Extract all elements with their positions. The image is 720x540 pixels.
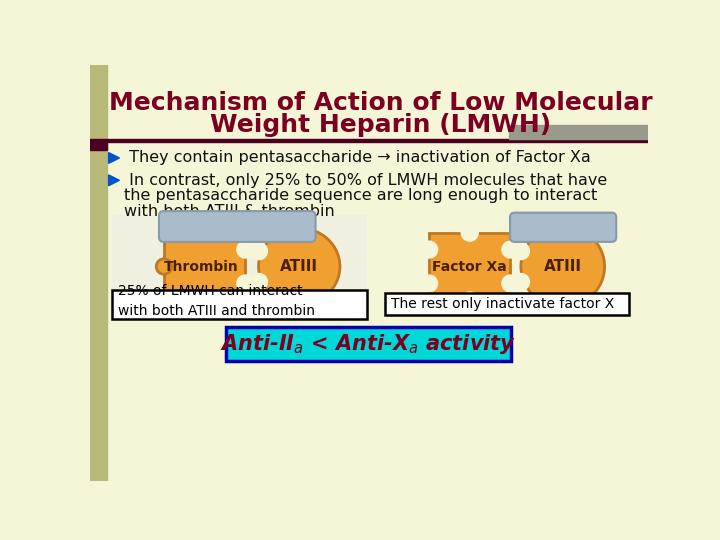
Bar xyxy=(225,327,510,361)
Polygon shape xyxy=(109,175,120,186)
Text: 25% of LMWH can interact
with both ATIII and thrombin: 25% of LMWH can interact with both ATIII… xyxy=(118,285,315,318)
FancyBboxPatch shape xyxy=(510,213,616,242)
Text: In contrast, only 25% to 50% of LMWH molecules that have: In contrast, only 25% to 50% of LMWH mol… xyxy=(124,173,608,188)
Text: Thrombin: Thrombin xyxy=(163,260,238,274)
Circle shape xyxy=(156,259,172,274)
Bar xyxy=(164,233,246,300)
Text: Factor Xa: Factor Xa xyxy=(433,260,507,274)
Bar xyxy=(508,125,648,139)
Bar xyxy=(384,294,629,315)
Circle shape xyxy=(420,275,438,292)
Text: Mechanism of Action of Low Molecular: Mechanism of Action of Low Molecular xyxy=(109,91,652,116)
Text: ATIII: ATIII xyxy=(280,259,318,274)
Circle shape xyxy=(251,273,267,291)
Ellipse shape xyxy=(521,226,605,307)
Circle shape xyxy=(420,241,438,258)
Text: Weight Heparin (LMWH): Weight Heparin (LMWH) xyxy=(210,113,552,137)
Circle shape xyxy=(462,292,478,309)
Circle shape xyxy=(502,275,519,292)
Bar xyxy=(429,233,510,300)
Circle shape xyxy=(237,241,254,258)
Circle shape xyxy=(237,275,254,292)
Bar xyxy=(384,215,632,303)
Text: Anti-II$_a$ < Anti-X$_a$ activity: Anti-II$_a$ < Anti-X$_a$ activity xyxy=(220,332,516,356)
Circle shape xyxy=(502,241,519,258)
Text: with both ATIII & thrombin: with both ATIII & thrombin xyxy=(124,204,335,219)
Circle shape xyxy=(251,242,267,260)
Bar xyxy=(112,215,367,303)
Text: the pentasaccharide sequence are long enough to interact: the pentasaccharide sequence are long en… xyxy=(124,188,598,203)
Bar xyxy=(112,289,367,319)
FancyBboxPatch shape xyxy=(159,211,315,242)
Bar xyxy=(90,65,107,481)
Text: ATIII: ATIII xyxy=(544,259,582,274)
Ellipse shape xyxy=(258,228,340,305)
Text: The rest only inactivate factor X: The rest only inactivate factor X xyxy=(391,297,614,311)
Text: They contain pentasaccharide → inactivation of Factor Xa: They contain pentasaccharide → inactivat… xyxy=(124,151,591,165)
Bar xyxy=(107,139,648,142)
Polygon shape xyxy=(109,153,120,164)
Circle shape xyxy=(462,224,478,241)
Bar xyxy=(90,139,107,150)
Circle shape xyxy=(513,242,529,260)
Circle shape xyxy=(513,273,529,291)
Circle shape xyxy=(196,292,213,309)
